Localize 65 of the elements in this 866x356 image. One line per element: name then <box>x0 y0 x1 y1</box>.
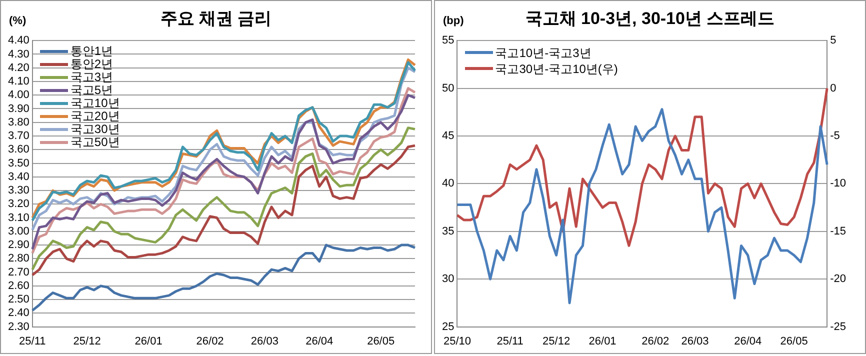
y-tick-label: 2.80 <box>8 252 30 265</box>
y2-tick-label: -25 <box>830 320 846 333</box>
y2-tick-label: -15 <box>830 225 846 238</box>
y-tick-label: 3.60 <box>8 144 30 156</box>
x-tick-label: 26/04 <box>306 335 334 348</box>
y-tick-label: 2.30 <box>8 320 30 333</box>
chart-title: 주요 채권 금리 <box>160 9 272 28</box>
y-tick-label: 3.10 <box>8 212 30 224</box>
y-tick-label: 2.70 <box>8 266 30 278</box>
y-axis-title: (%) <box>9 15 26 27</box>
y-tick-label: 4.10 <box>8 76 30 88</box>
x-tick-label: 26/03 <box>681 335 709 348</box>
y-tick-label: 3.30 <box>8 184 30 197</box>
y-tick-label: 2.60 <box>8 280 30 292</box>
y-tick-label: 2.90 <box>8 239 30 252</box>
y-tick-label: 3.50 <box>8 157 30 170</box>
y-tick-label: 4.30 <box>8 48 30 60</box>
y-tick-label: 4.20 <box>8 62 30 74</box>
x-tick-label: 26/01 <box>134 335 162 348</box>
legend-label: 국고50년 <box>70 134 120 149</box>
y-tick-label: 2.50 <box>8 294 30 306</box>
y-tick-label: 30 <box>442 273 454 286</box>
legend-label: 국고10년 <box>70 96 120 110</box>
legend-label: 국고10년-국고3년 <box>495 44 592 61</box>
y-tick-label: 3.00 <box>8 225 30 238</box>
legend-label: 국고30년-국고10년(우) <box>495 60 618 77</box>
x-tick-label: 25/12 <box>542 335 570 348</box>
chart-title: 국고채 10-3년, 30-10년 스프레드 <box>525 9 775 28</box>
legend-label: 통안1년 <box>70 44 114 58</box>
x-tick-label: 26/02 <box>642 335 670 348</box>
x-tick-label: 25/11 <box>19 335 46 348</box>
y2-tick-label: -10 <box>830 178 846 190</box>
x-tick-label: 26/02 <box>196 335 224 348</box>
y-tick-label: 3.20 <box>8 198 30 210</box>
legend-label: 국고30년 <box>70 122 120 136</box>
y-axis-title: (bp) <box>443 15 464 27</box>
y-tick-label: 4.00 <box>8 89 30 102</box>
x-tick-label: 25/10 <box>443 335 471 348</box>
y2-tick-label: -5 <box>830 130 840 142</box>
y-tick-label: 40 <box>442 178 454 190</box>
legend-label: 국고3년 <box>70 70 114 84</box>
x-tick-label: 25/11 <box>496 335 524 348</box>
y2-tick-label: 5 <box>830 34 836 47</box>
y-tick-label: 25 <box>442 320 454 333</box>
y-tick-label: 3.40 <box>8 170 30 183</box>
legend-label: 국고5년 <box>70 82 114 97</box>
y-tick-label: 3.70 <box>8 130 30 142</box>
y2-tick-label: 0 <box>830 82 836 94</box>
x-tick-label: 26/03 <box>250 335 278 348</box>
legend-label: 국고20년 <box>70 108 120 123</box>
x-tick-label: 25/12 <box>73 335 101 348</box>
y-tick-label: 4.40 <box>8 34 30 47</box>
y-tick-label: 55 <box>442 34 454 47</box>
y-tick-label: 45 <box>442 130 454 142</box>
y-tick-label: 3.90 <box>8 102 30 115</box>
x-tick-label: 26/04 <box>734 335 762 348</box>
y-tick-label: 50 <box>442 82 454 94</box>
legend-label: 통안2년 <box>70 56 114 71</box>
y-tick-label: 3.80 <box>8 116 30 128</box>
x-tick-label: 26/05 <box>780 335 808 348</box>
x-tick-label: 26/05 <box>367 335 395 348</box>
y-tick-label: 35 <box>442 225 454 238</box>
x-tick-label: 26/01 <box>588 335 616 348</box>
y2-tick-label: -20 <box>830 273 846 286</box>
y-tick-label: 2.40 <box>8 307 30 320</box>
